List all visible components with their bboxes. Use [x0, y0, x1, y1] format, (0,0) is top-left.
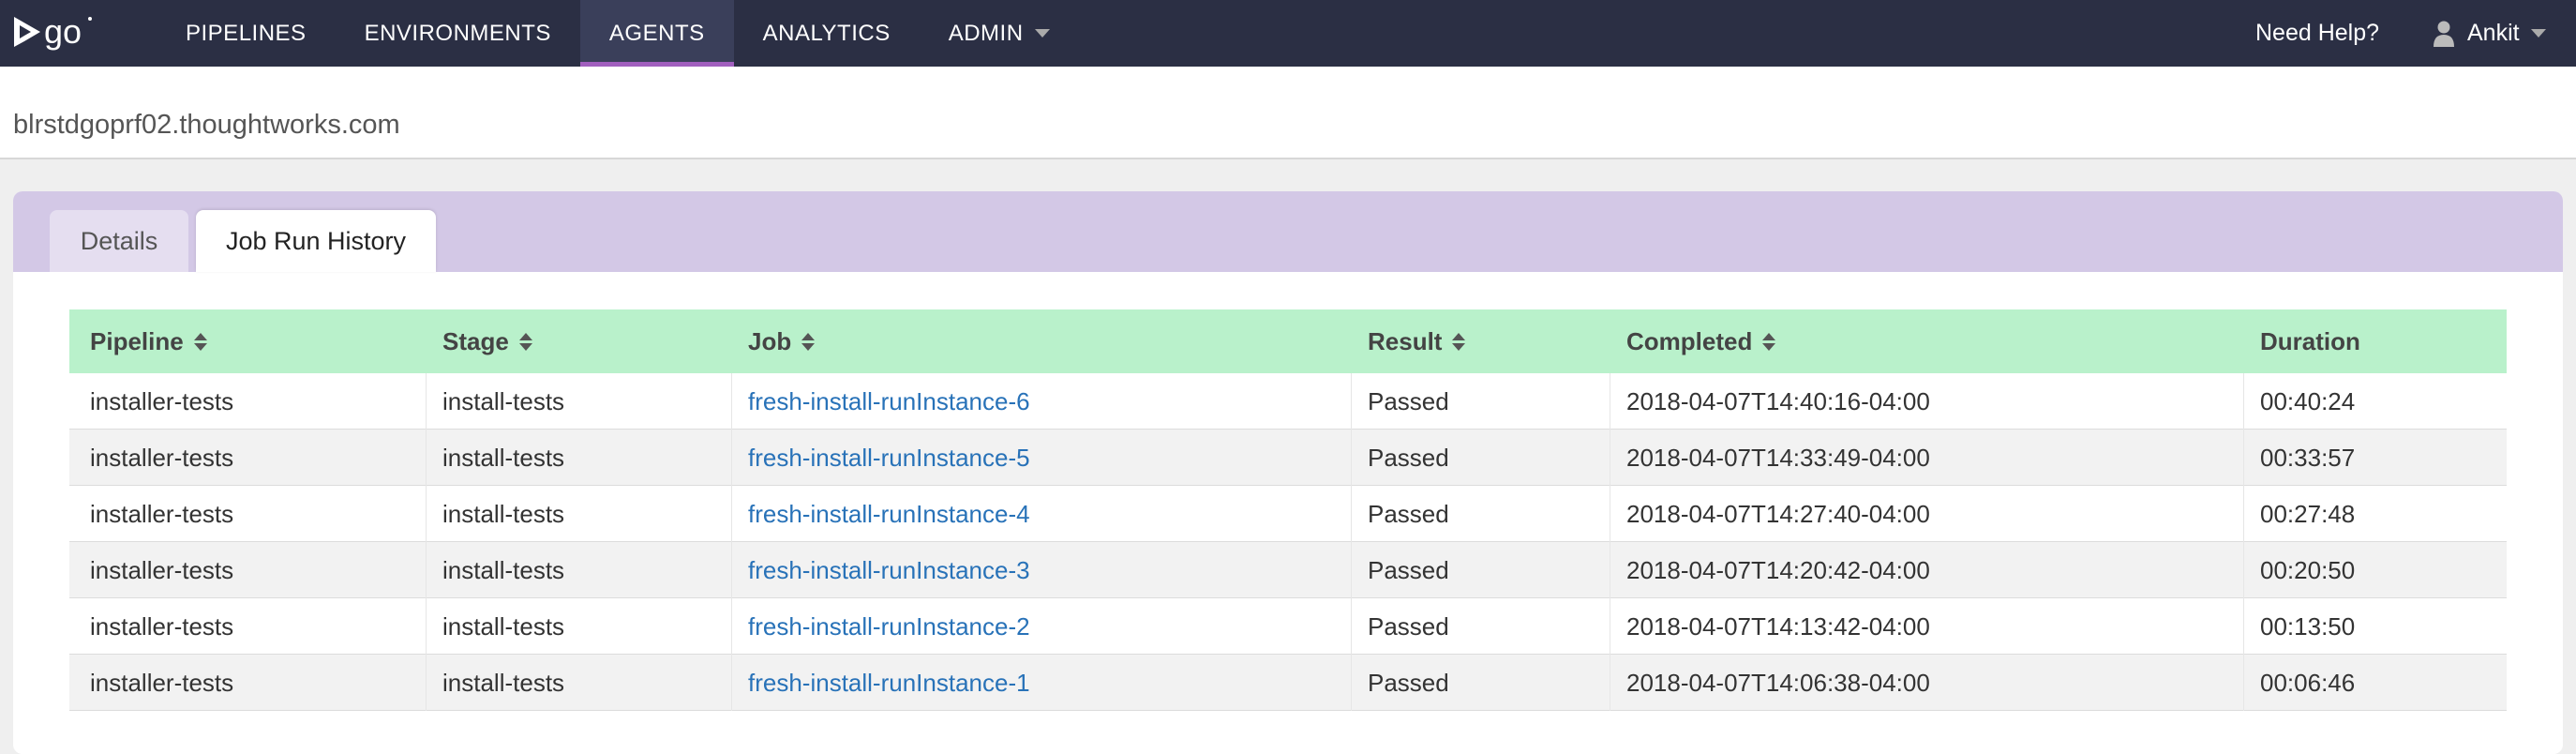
column-header-duration: Duration [2260, 309, 2360, 373]
table-row: installer-tests install-tests fresh-inst… [69, 542, 2507, 598]
sort-icon [518, 332, 532, 351]
cell-completed: 2018-04-07T14:27:40-04:00 [1626, 499, 1930, 528]
tab-details[interactable]: Details [50, 210, 188, 272]
nav-analytics-label: ANALYTICS [762, 20, 891, 46]
column-header-pipeline[interactable]: Pipeline [90, 309, 207, 373]
cell-result: Passed [1368, 555, 1449, 584]
table-row: installer-tests install-tests fresh-inst… [69, 655, 2507, 711]
cell-pipeline: installer-tests [90, 611, 234, 641]
nav-analytics[interactable]: ANALYTICS [734, 0, 920, 67]
job-link[interactable]: fresh-install-runInstance-2 [748, 611, 1030, 641]
nav-pipelines-label: PIPELINES [186, 20, 307, 46]
need-help-label: Need Help? [2255, 20, 2380, 46]
nav-admin-label: ADMIN [948, 20, 1024, 46]
cell-completed: 2018-04-07T14:20:42-04:00 [1626, 555, 1930, 584]
cell-duration: 00:33:57 [2260, 443, 2356, 472]
cell-pipeline: installer-tests [90, 668, 234, 697]
need-help-link[interactable]: Need Help? [2255, 0, 2379, 67]
column-divider [2243, 373, 2244, 711]
nav-agents-label: AGENTS [608, 20, 705, 46]
chevron-down-icon [1034, 29, 1050, 38]
tab-details-label: Details [80, 226, 158, 255]
tab-job-run-history[interactable]: Job Run History [196, 210, 436, 272]
nav-environments[interactable]: ENVIRONMENTS [336, 0, 580, 67]
sort-icon [193, 332, 207, 351]
column-divider [1351, 373, 1352, 711]
nav-environments-label: ENVIRONMENTS [364, 20, 551, 46]
job-link[interactable]: fresh-install-runInstance-3 [748, 555, 1030, 584]
cell-result: Passed [1368, 386, 1449, 415]
cell-stage: install-tests [442, 611, 565, 641]
cell-stage: install-tests [442, 499, 565, 528]
cell-stage: install-tests [442, 443, 565, 472]
job-link[interactable]: fresh-install-runInstance-4 [748, 499, 1030, 528]
nav-pipelines[interactable]: PIPELINES [186, 0, 336, 67]
cell-result: Passed [1368, 499, 1449, 528]
go-logo[interactable]: go [11, 8, 92, 55]
go-logo-icon: go [14, 12, 92, 51]
cell-duration: 00:40:24 [2260, 386, 2356, 415]
cell-stage: install-tests [442, 668, 565, 697]
tab-bar: Details Job Run History [13, 191, 2563, 272]
column-header-completed[interactable]: Completed [1626, 309, 1776, 373]
cell-result: Passed [1368, 668, 1449, 697]
main-nav: PIPELINES ENVIRONMENTS AGENTS ANALYTICS … [186, 0, 1079, 67]
column-header-duration-label: Duration [2260, 326, 2360, 355]
column-divider [426, 373, 427, 711]
job-link[interactable]: fresh-install-runInstance-1 [748, 668, 1030, 697]
column-header-result[interactable]: Result [1368, 309, 1466, 373]
column-header-completed-label: Completed [1626, 326, 1753, 355]
svg-text:go: go [44, 12, 82, 51]
cell-result: Passed [1368, 611, 1449, 641]
job-link[interactable]: fresh-install-runInstance-5 [748, 443, 1030, 472]
table-row: installer-tests install-tests fresh-inst… [69, 430, 2507, 486]
chevron-down-icon [2530, 29, 2546, 38]
cell-completed: 2018-04-07T14:40:16-04:00 [1626, 386, 1930, 415]
cell-pipeline: installer-tests [90, 499, 234, 528]
cell-completed: 2018-04-07T14:33:49-04:00 [1626, 443, 1930, 472]
table-row: installer-tests install-tests fresh-inst… [69, 486, 2507, 542]
sort-icon [801, 332, 816, 351]
user-icon [2434, 21, 2454, 47]
user-menu[interactable]: Ankit [2434, 0, 2546, 67]
nav-agents[interactable]: AGENTS [579, 0, 734, 67]
cell-result: Passed [1368, 443, 1449, 472]
cell-duration: 00:20:50 [2260, 555, 2356, 584]
nav-admin[interactable]: ADMIN [920, 0, 1079, 67]
column-header-stage-label: Stage [442, 326, 509, 355]
sort-icon [1452, 332, 1466, 351]
agent-header: blrstdgoprf02.thoughtworks.com [0, 67, 2576, 159]
column-header-job-label: Job [748, 326, 792, 355]
table-row: installer-tests install-tests fresh-inst… [69, 598, 2507, 655]
column-header-stage[interactable]: Stage [442, 309, 532, 373]
user-name: Ankit [2467, 20, 2520, 46]
cell-pipeline: installer-tests [90, 555, 234, 584]
column-header-pipeline-label: Pipeline [90, 326, 184, 355]
top-nav-bar: go PIPELINES ENVIRONMENTS AGENTS ANALYTI… [0, 0, 2576, 67]
cell-pipeline: installer-tests [90, 386, 234, 415]
cell-duration: 00:06:46 [2260, 668, 2356, 697]
column-header-result-label: Result [1368, 326, 1443, 355]
table-row: installer-tests install-tests fresh-inst… [69, 373, 2507, 430]
agent-hostname: blrstdgoprf02.thoughtworks.com [13, 110, 400, 140]
column-header-job[interactable]: Job [748, 309, 816, 373]
job-link[interactable]: fresh-install-runInstance-6 [748, 386, 1030, 415]
column-divider [731, 373, 732, 711]
cell-stage: install-tests [442, 386, 565, 415]
cell-stage: install-tests [442, 555, 565, 584]
agent-panel: Details Job Run History Pipeline Stage J… [13, 191, 2563, 754]
cell-duration: 00:27:48 [2260, 499, 2356, 528]
sort-icon [1762, 332, 1776, 351]
cell-completed: 2018-04-07T14:06:38-04:00 [1626, 668, 1930, 697]
table-header: Pipeline Stage Job Result Completed Dura… [69, 309, 2507, 373]
cell-pipeline: installer-tests [90, 443, 234, 472]
cell-duration: 00:13:50 [2260, 611, 2356, 641]
cell-completed: 2018-04-07T14:13:42-04:00 [1626, 611, 1930, 641]
tab-job-run-history-label: Job Run History [225, 226, 407, 255]
